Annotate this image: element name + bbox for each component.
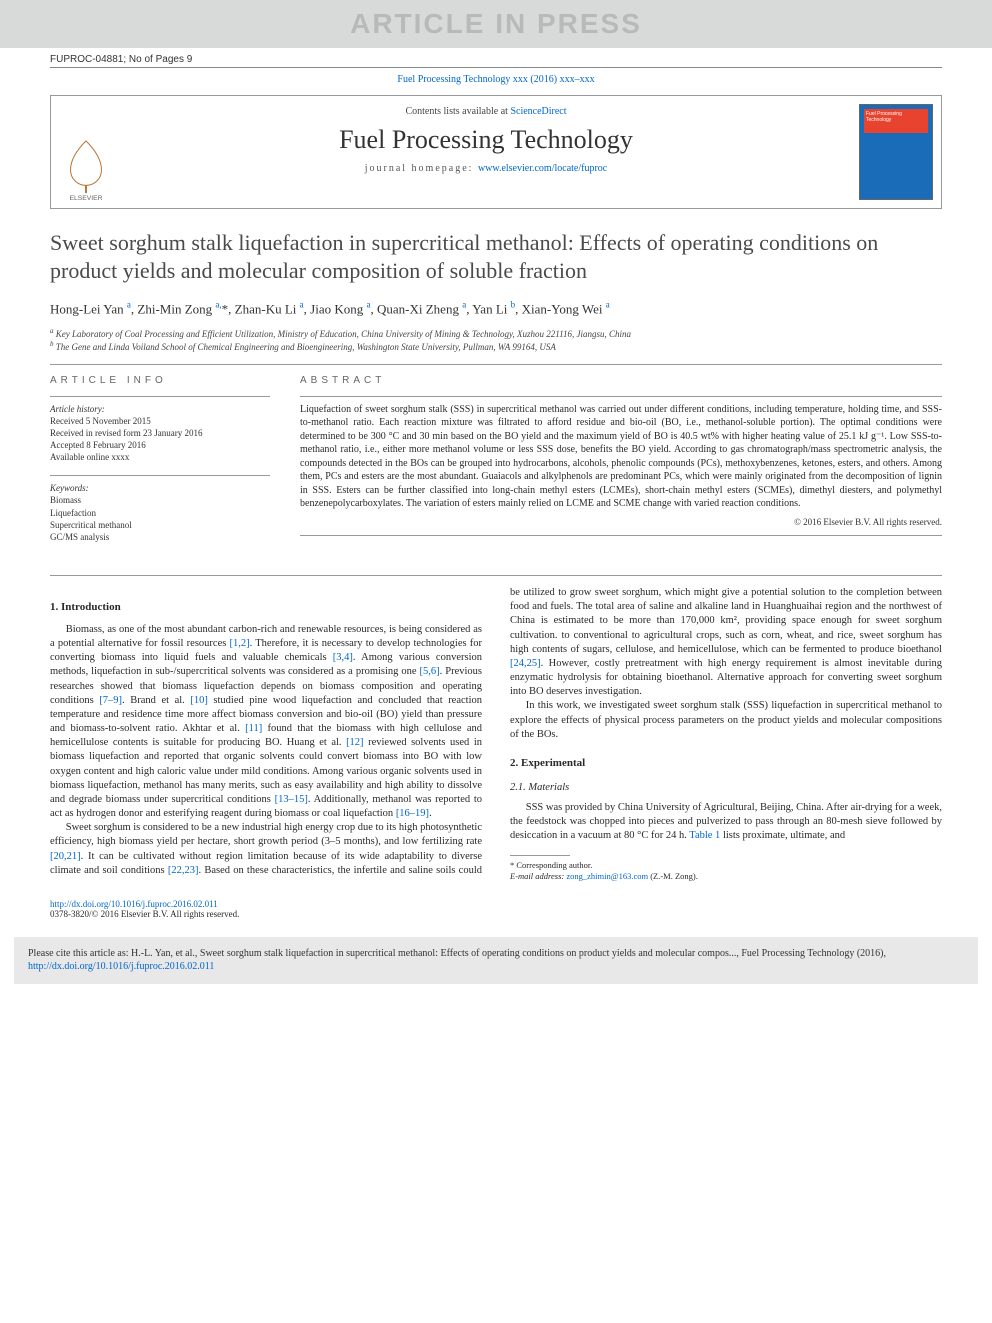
journal-homepage-line: journal homepage: www.elsevier.com/locat…	[121, 163, 851, 174]
info-rule	[50, 396, 270, 397]
corresponding-footnote: * Corresponding author. E-mail address: …	[510, 860, 942, 882]
article-info-head: ARTICLE INFO	[50, 375, 270, 386]
section-rule	[50, 364, 942, 365]
article-body: Sweet sorghum stalk liquefaction in supe…	[0, 229, 992, 883]
t: lists proximate, ultimate, and	[720, 830, 845, 841]
masthead-center: Contents lists available at ScienceDirec…	[121, 96, 851, 208]
keyword: Supercritical methanol	[50, 519, 270, 531]
t: Sweet sorghum is considered to be a new …	[50, 822, 482, 847]
abstract-text: Liquefaction of sweet sorghum stalk (SSS…	[300, 403, 942, 511]
issn-copyright: 0378-3820/© 2016 Elsevier B.V. All right…	[50, 909, 942, 919]
svg-text:ELSEVIER: ELSEVIER	[69, 195, 102, 202]
abstract-rule	[300, 396, 942, 397]
t: . Brand et al.	[122, 695, 190, 706]
elsevier-tree-icon: ELSEVIER	[57, 132, 115, 202]
cite-text: Please cite this article as: H.-L. Yan, …	[28, 948, 886, 959]
article-id: FUPROC-04881; No of Pages 9	[50, 54, 192, 65]
bottom-identifiers: http://dx.doi.org/10.1016/j.fuproc.2016.…	[0, 883, 992, 923]
keyword: Liquefaction	[50, 507, 270, 519]
intro-heading: 1. Introduction	[50, 600, 482, 615]
article-history: Article history: Received 5 November 201…	[50, 403, 270, 464]
contents-line: Contents lists available at ScienceDirec…	[121, 106, 851, 117]
homepage-link[interactable]: www.elsevier.com/locate/fuproc	[478, 163, 607, 174]
ref-link[interactable]: [3,4]	[333, 652, 353, 663]
affiliation-a: a Key Laboratory of Coal Processing and …	[50, 327, 942, 340]
ref-link[interactable]: [12]	[346, 737, 364, 748]
cite-doi-link[interactable]: http://dx.doi.org/10.1016/j.fuproc.2016.…	[28, 961, 214, 972]
email-label: E-mail address:	[510, 871, 566, 881]
journal-ref-link[interactable]: Fuel Processing Technology xxx (2016) xx…	[397, 74, 594, 85]
intro-para-3: In this work, we investigated sweet sorg…	[510, 699, 942, 742]
affil-sup[interactable]: a	[606, 301, 610, 316]
keywords-block: Keywords: Biomass Liquefaction Supercrit…	[50, 482, 270, 543]
affil-sup[interactable]: a	[462, 301, 466, 316]
affiliations: a Key Laboratory of Coal Processing and …	[50, 327, 942, 353]
ref-link[interactable]: [13–15]	[275, 794, 308, 805]
history-accepted: Accepted 8 February 2016	[50, 439, 270, 451]
author-list: Hong-Lei Yan a, Zhi-Min Zong a,*, Zhan-K…	[50, 300, 942, 317]
ref-link[interactable]: [20,21]	[50, 851, 81, 862]
top-meta: FUPROC-04881; No of Pages 9	[0, 48, 992, 70]
ref-link[interactable]: [22,23]	[168, 865, 199, 876]
info-abstract-row: ARTICLE INFO Article history: Received 5…	[50, 375, 942, 555]
abstract-rule-bottom	[300, 535, 942, 536]
materials-para: SSS was provided by China University of …	[510, 801, 942, 844]
cover-thumbnail-wrap	[851, 96, 941, 208]
t: . However, costly pretreatment with high…	[510, 658, 942, 697]
corr-email-line: E-mail address: zong_zhimin@163.com (Z.-…	[510, 871, 942, 882]
affil-sup[interactable]: a	[300, 301, 304, 316]
ref-link[interactable]: [1,2]	[230, 638, 250, 649]
article-title: Sweet sorghum stalk liquefaction in supe…	[50, 229, 942, 284]
journal-masthead: ELSEVIER Contents lists available at Sci…	[50, 95, 942, 209]
info-rule	[50, 475, 270, 476]
email-link[interactable]: zong_zhimin@163.com	[566, 871, 648, 881]
top-rule	[50, 67, 942, 68]
ref-link[interactable]: [5,6]	[420, 666, 440, 677]
intro-para-1: Biomass, as one of the most abundant car…	[50, 623, 482, 821]
journal-ref-line: Fuel Processing Technology xxx (2016) xx…	[0, 70, 992, 95]
homepage-label: journal homepage:	[365, 163, 478, 174]
keywords-label: Keywords:	[50, 482, 270, 494]
affil-a-text: Key Laboratory of Coal Processing and Ef…	[56, 329, 631, 339]
publisher-logo: ELSEVIER	[51, 96, 121, 208]
sciencedirect-link[interactable]: ScienceDirect	[510, 106, 566, 117]
history-received: Received 5 November 2015	[50, 415, 270, 427]
ref-link[interactable]: [24,25]	[510, 658, 541, 669]
history-online: Available online xxxx	[50, 451, 270, 463]
citation-box: Please cite this article as: H.-L. Yan, …	[14, 937, 978, 984]
abstract-column: ABSTRACT Liquefaction of sweet sorghum s…	[300, 375, 942, 555]
affil-sup[interactable]: a	[127, 301, 131, 316]
email-who: (Z.-M. Zong).	[648, 871, 698, 881]
affil-sup[interactable]: a	[367, 301, 371, 316]
affil-sup[interactable]: a,	[215, 301, 221, 316]
keyword: Biomass	[50, 494, 270, 506]
materials-heading: 2.1. Materials	[510, 781, 942, 795]
section-rule	[50, 575, 942, 576]
table-link[interactable]: Table 1	[689, 830, 720, 841]
ref-link[interactable]: [16–19]	[396, 808, 429, 819]
experimental-heading: 2. Experimental	[510, 756, 942, 771]
affil-b-text: The Gene and Linda Voiland School of Che…	[56, 342, 556, 352]
journal-cover-thumbnail	[859, 104, 933, 200]
ref-link[interactable]: [11]	[245, 723, 262, 734]
keyword: GC/MS analysis	[50, 531, 270, 543]
contents-label: Contents lists available at	[405, 106, 510, 117]
history-revised: Received in revised form 23 January 2016	[50, 427, 270, 439]
ref-link[interactable]: [10]	[190, 695, 208, 706]
doi-link[interactable]: http://dx.doi.org/10.1016/j.fuproc.2016.…	[50, 899, 218, 909]
abstract-copyright: © 2016 Elsevier B.V. All rights reserved…	[300, 517, 942, 527]
article-in-press-banner: ARTICLE IN PRESS	[0, 0, 992, 48]
corr-author-label: * Corresponding author.	[510, 860, 942, 871]
affiliation-b: b The Gene and Linda Voiland School of C…	[50, 340, 942, 353]
body-two-column: 1. Introduction Biomass, as one of the m…	[50, 586, 942, 883]
abstract-head: ABSTRACT	[300, 375, 942, 386]
t: .	[429, 808, 432, 819]
watermark-text: ARTICLE IN PRESS	[350, 8, 642, 39]
ref-link[interactable]: [7–9]	[99, 695, 122, 706]
article-info-column: ARTICLE INFO Article history: Received 5…	[50, 375, 270, 555]
history-label: Article history:	[50, 403, 270, 415]
affil-sup[interactable]: b	[511, 301, 516, 316]
journal-name: Fuel Processing Technology	[121, 125, 851, 155]
footnote-rule	[510, 855, 570, 856]
